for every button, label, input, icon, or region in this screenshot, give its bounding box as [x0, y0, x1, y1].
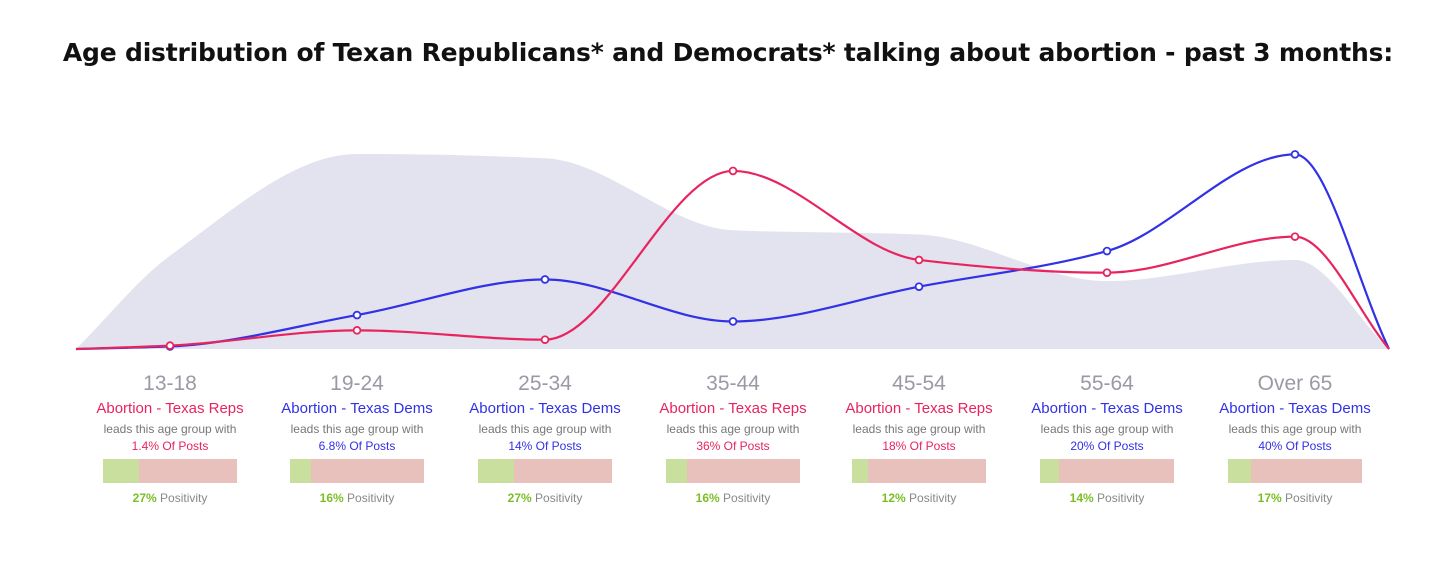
positivity-label: Positivity [1097, 491, 1145, 505]
leader-subtext: leads this age group with [103, 422, 237, 436]
positivity-label: Positivity [723, 491, 771, 505]
reps-point-25-34 [540, 335, 550, 344]
positivity-value: 12% [881, 491, 906, 505]
positivity-value: 17% [1257, 491, 1282, 505]
leader-label: Abortion - Texas Dems [281, 400, 433, 417]
share-of-posts: 14% Of Posts [508, 439, 582, 453]
age-group-label: 55-64 [1080, 372, 1134, 395]
age-group-label: 45-54 [892, 372, 946, 395]
positivity-label: Positivity [347, 491, 395, 505]
share-of-posts: 40% Of Posts [1258, 439, 1332, 453]
positivity-bar [478, 459, 612, 483]
dems-point-19-24 [352, 310, 362, 320]
chart-title: Age distribution of Texan Republicans* a… [62, 38, 1394, 67]
age-group-label: 19-24 [330, 372, 384, 395]
reps-point-55-64 [1102, 268, 1112, 277]
positivity-bar [666, 459, 800, 483]
age-group-label: 35-44 [706, 372, 760, 395]
positivity-value: 16% [695, 491, 720, 505]
dems-point-over-65 [1290, 150, 1300, 159]
positivity-bar-fill [666, 459, 688, 483]
dems-point-45-54 [914, 282, 924, 291]
age-group-panel: 35-44 Abortion - Texas Reps leads this age… [638, 370, 828, 507]
leader-subtext: leads this age group with [1228, 422, 1362, 436]
dems-point-25-34 [540, 275, 550, 284]
reps-series-points [165, 166, 1300, 350]
positivity-bar-fill [478, 459, 515, 483]
age-group-panel: 55-64 Abortion - Texas Dems leads this age… [1012, 370, 1202, 507]
reps-point-19-24 [352, 326, 362, 335]
reps-point-35-44 [728, 166, 738, 176]
dems-point-55-64 [1102, 246, 1112, 256]
reps-point-13-18 [165, 341, 175, 350]
positivity-value: 27% [132, 491, 157, 505]
positivity-bar [852, 459, 986, 483]
share-of-posts: 36% Of Posts [696, 439, 770, 453]
positivity-label: Positivity [1285, 491, 1333, 505]
positivity-text: 27% Positivity [450, 489, 640, 507]
positivity-bar-fill [852, 459, 869, 483]
positivity-value: 14% [1069, 491, 1094, 505]
age-group-panel: Over 65 Abortion - Texas Dems leads this a… [1200, 370, 1390, 507]
leader-label: Abortion - Texas Reps [845, 400, 993, 417]
share-of-posts: 1.4% Of Posts [131, 439, 209, 453]
age-group-label: 25-34 [518, 372, 572, 395]
dems-series-points [165, 150, 1300, 351]
age-group-panel: 25-34 Abortion - Texas Dems leads this age… [450, 370, 640, 507]
positivity-text: 14% Positivity [1012, 489, 1202, 507]
positivity-bar [1228, 459, 1362, 483]
positivity-bar-fill [1040, 459, 1059, 483]
positivity-label: Positivity [535, 491, 583, 505]
positivity-text: 27% Positivity [75, 489, 265, 507]
leader-label: Abortion - Texas Dems [1031, 400, 1183, 417]
age-group-label: 13-18 [143, 372, 197, 395]
leader-subtext: leads this age group with [1040, 422, 1174, 436]
leader-subtext: leads this age group with [290, 422, 424, 436]
positivity-value: 27% [507, 491, 532, 505]
positivity-bar-fill [103, 459, 140, 483]
age-group-panel: 19-24 Abortion - Texas Dems leads this age… [262, 370, 452, 507]
reps-point-over-65 [1290, 232, 1300, 241]
share-of-posts: 20% Of Posts [1070, 439, 1144, 453]
leader-label: Abortion - Texas Dems [1219, 400, 1371, 417]
leader-label: Abortion - Texas Reps [659, 400, 807, 417]
age-group-label: Over 65 [1257, 372, 1333, 395]
share-of-posts: 6.8% Of Posts [318, 439, 396, 453]
age-group-panel: 13-18 Abortion - Texas Reps leads this age… [75, 370, 265, 507]
positivity-text: 16% Positivity [262, 489, 452, 507]
age-group-panel: 45-54 Abortion - Texas Reps leads this age… [824, 370, 1014, 507]
positivity-bar [1040, 459, 1174, 483]
leader-subtext: leads this age group with [852, 422, 986, 436]
background-area [76, 153, 1389, 349]
positivity-text: 16% Positivity [638, 489, 828, 507]
positivity-value: 16% [319, 491, 344, 505]
leader-subtext: leads this age group with [666, 422, 800, 436]
positivity-bar [290, 459, 424, 483]
positivity-bar-fill [290, 459, 312, 483]
leader-label: Abortion - Texas Reps [96, 400, 244, 417]
positivity-bar-fill [1228, 459, 1251, 483]
positivity-text: 17% Positivity [1200, 489, 1390, 507]
positivity-label: Positivity [909, 491, 957, 505]
leader-subtext: leads this age group with [478, 422, 612, 436]
reps-point-45-54 [914, 255, 924, 265]
line-chart [75, 150, 1390, 351]
positivity-text: 12% Positivity [824, 489, 1014, 507]
share-of-posts: 18% Of Posts [882, 439, 956, 453]
positivity-label: Positivity [160, 491, 208, 505]
positivity-bar [103, 459, 237, 483]
dems-series-line [75, 153, 1390, 351]
leader-label: Abortion - Texas Dems [469, 400, 621, 417]
dems-point-35-44 [728, 317, 738, 326]
